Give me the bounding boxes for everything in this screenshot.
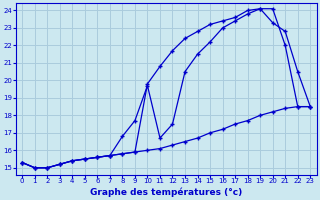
X-axis label: Graphe des températures (°c): Graphe des températures (°c) [90,187,242,197]
